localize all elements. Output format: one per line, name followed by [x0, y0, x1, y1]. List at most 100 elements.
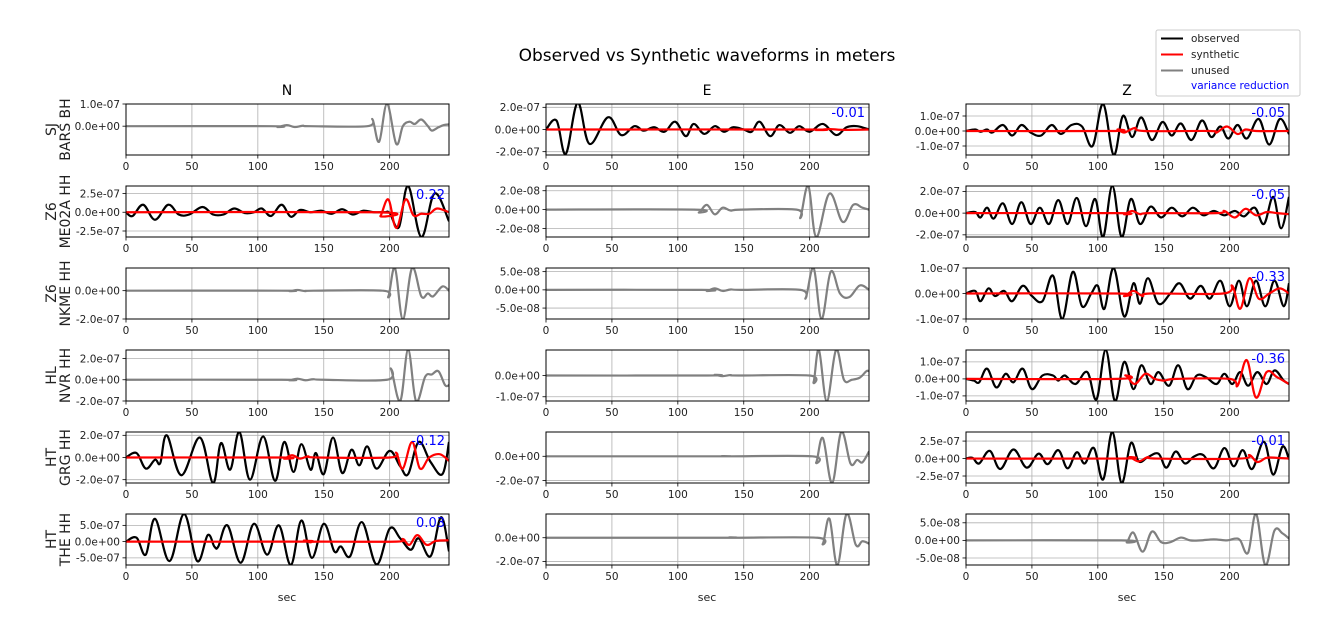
- column-title-e: E: [703, 83, 712, 99]
- x-tick-label: 0: [123, 571, 130, 583]
- y-tick-label: 0.0e+00: [915, 126, 960, 138]
- legend-frame: [1155, 29, 1301, 97]
- y-tick-label: 0.0e+00: [75, 452, 120, 464]
- waveform-panel: 0 50 100 150 200 5.0e-07 0.0e+00 -5.0e-07 0.03: [75, 513, 450, 583]
- x-axis-label-e: sec: [698, 591, 717, 604]
- y-tick-label: -2.0e-07: [76, 396, 120, 408]
- y-tick-label: -5.0e-08: [496, 303, 540, 315]
- station-label-line: Z6: [44, 284, 60, 303]
- y-tick-label: 0.0e+00: [495, 451, 540, 463]
- legend-label-synthetic: synthetic: [1191, 49, 1240, 61]
- synthetic-trace: [966, 359, 1289, 399]
- synthetic-trace: [966, 125, 1289, 136]
- x-tick-label: 200: [800, 407, 820, 419]
- station-label: HTGRG HH: [44, 429, 74, 486]
- axes-frame: [965, 349, 1290, 402]
- y-tick-label: -2.5e-07: [916, 471, 960, 483]
- x-tick-label: 100: [668, 571, 688, 583]
- waveform-panel: 0 50 100 150 200 2.0e-08 0.0e+00 -2.0e-08: [495, 185, 870, 255]
- axes-frame: [965, 185, 1290, 238]
- panels-group: SJBARS BH 0 50 100 150 200 1.0e-07 0.0e+00 0 50 10…: [44, 98, 1290, 583]
- x-tick-label: 150: [1154, 243, 1174, 255]
- y-tick-label: -2.0e-08: [496, 223, 540, 235]
- y-tick-label: -1.0e-07: [496, 392, 540, 404]
- axes-frame: [125, 349, 450, 402]
- x-tick-label: 200: [800, 161, 820, 173]
- x-tick-label: 50: [605, 243, 618, 255]
- x-tick-label: 150: [314, 161, 334, 173]
- observed-trace: [966, 432, 1289, 483]
- y-tick-label: 0.0e+00: [915, 453, 960, 465]
- station-label-line: THE HH: [58, 513, 74, 567]
- unused-trace: [966, 514, 1289, 565]
- x-tick-label: 0: [123, 407, 130, 419]
- observed-trace: [546, 104, 869, 155]
- axes-frame: [965, 431, 1290, 484]
- x-tick-label: 0: [963, 571, 970, 583]
- x-tick-label: 150: [314, 407, 334, 419]
- x-tick-label: 50: [1025, 571, 1038, 583]
- y-tick-label: 0.0e+00: [915, 288, 960, 300]
- x-tick-label: 150: [734, 161, 754, 173]
- station-label-line: SJ: [44, 123, 60, 136]
- unused-trace: [126, 350, 449, 401]
- x-tick-label: 50: [605, 407, 618, 419]
- x-tick-label: 0: [543, 161, 550, 173]
- x-tick-label: 50: [185, 161, 198, 173]
- trace-clip-group: [966, 268, 1289, 319]
- y-tick-label: -2.5e-07: [76, 226, 120, 238]
- y-tick-label: 5.0e-07: [80, 520, 120, 532]
- column-title-z: Z: [1122, 83, 1132, 99]
- x-tick-label: 200: [800, 489, 820, 501]
- waveform-panel: 0 50 100 150 200 5.0e-08 0.0e+00 -5.0e-08: [915, 513, 1290, 583]
- trace-clip-group: [546, 432, 869, 483]
- x-tick-label: 200: [800, 243, 820, 255]
- y-tick-label: -1.0e-07: [916, 141, 960, 153]
- legend: observed synthetic unused variance reduc…: [1155, 29, 1301, 97]
- trace-clip-group: [546, 514, 869, 565]
- x-tick-label: 0: [123, 489, 130, 501]
- variance-reduction-label: 0.22: [416, 188, 445, 203]
- y-tick-label: 1.0e-07: [920, 111, 960, 123]
- x-tick-label: 0: [543, 489, 550, 501]
- y-tick-label: 2.0e-07: [500, 102, 540, 114]
- x-tick-label: 0: [543, 571, 550, 583]
- x-tick-label: 200: [1220, 325, 1240, 337]
- x-tick-label: 100: [668, 407, 688, 419]
- x-tick-label: 200: [1220, 407, 1240, 419]
- y-tick-label: -2.0e-07: [76, 314, 120, 326]
- synthetic-trace: [966, 453, 1289, 464]
- x-tick-label: 0: [963, 489, 970, 501]
- synthetic-trace: [546, 127, 869, 132]
- synthetic-trace: [126, 534, 449, 547]
- x-tick-label: 0: [963, 243, 970, 255]
- x-tick-label: 100: [248, 243, 268, 255]
- waveform-panel: 0 50 100 150 200 5.0e-08 0.0e+00 -5.0e-08: [495, 266, 870, 337]
- station-label-line: HT: [44, 448, 60, 468]
- y-tick-label: 2.0e-07: [80, 430, 120, 442]
- y-tick-label: -5.0e-07: [76, 553, 120, 565]
- x-tick-label: 100: [248, 407, 268, 419]
- waveform-panel: 0 50 100 150 200 0.0e+00 -2.0e-07: [495, 431, 870, 501]
- y-tick-label: 0.0e+00: [915, 374, 960, 386]
- trace-clip-group: [966, 350, 1289, 401]
- y-tick-label: 0.0e+00: [915, 535, 960, 547]
- axes-frame: [965, 267, 1290, 320]
- y-tick-label: 1.0e-07: [920, 357, 960, 369]
- x-tick-label: 0: [123, 243, 130, 255]
- x-axis-label-n: sec: [278, 591, 297, 604]
- x-tick-label: 150: [314, 571, 334, 583]
- y-tick-label: 0.0e+00: [495, 124, 540, 136]
- x-tick-label: 200: [380, 161, 400, 173]
- synthetic-trace: [126, 440, 449, 471]
- x-tick-label: 50: [185, 243, 198, 255]
- x-tick-label: 50: [605, 325, 618, 337]
- y-tick-label: 2.0e-07: [920, 186, 960, 198]
- x-tick-label: 200: [1220, 161, 1240, 173]
- waveform-panel: 0 50 100 150 200 1.0e-07 0.0e+00 -1.0e-07 -0.36: [915, 349, 1290, 419]
- synthetic-trace: [126, 198, 449, 230]
- x-tick-label: 200: [800, 325, 820, 337]
- x-tick-label: 100: [248, 571, 268, 583]
- x-tick-label: 50: [605, 571, 618, 583]
- unused-trace: [546, 350, 869, 401]
